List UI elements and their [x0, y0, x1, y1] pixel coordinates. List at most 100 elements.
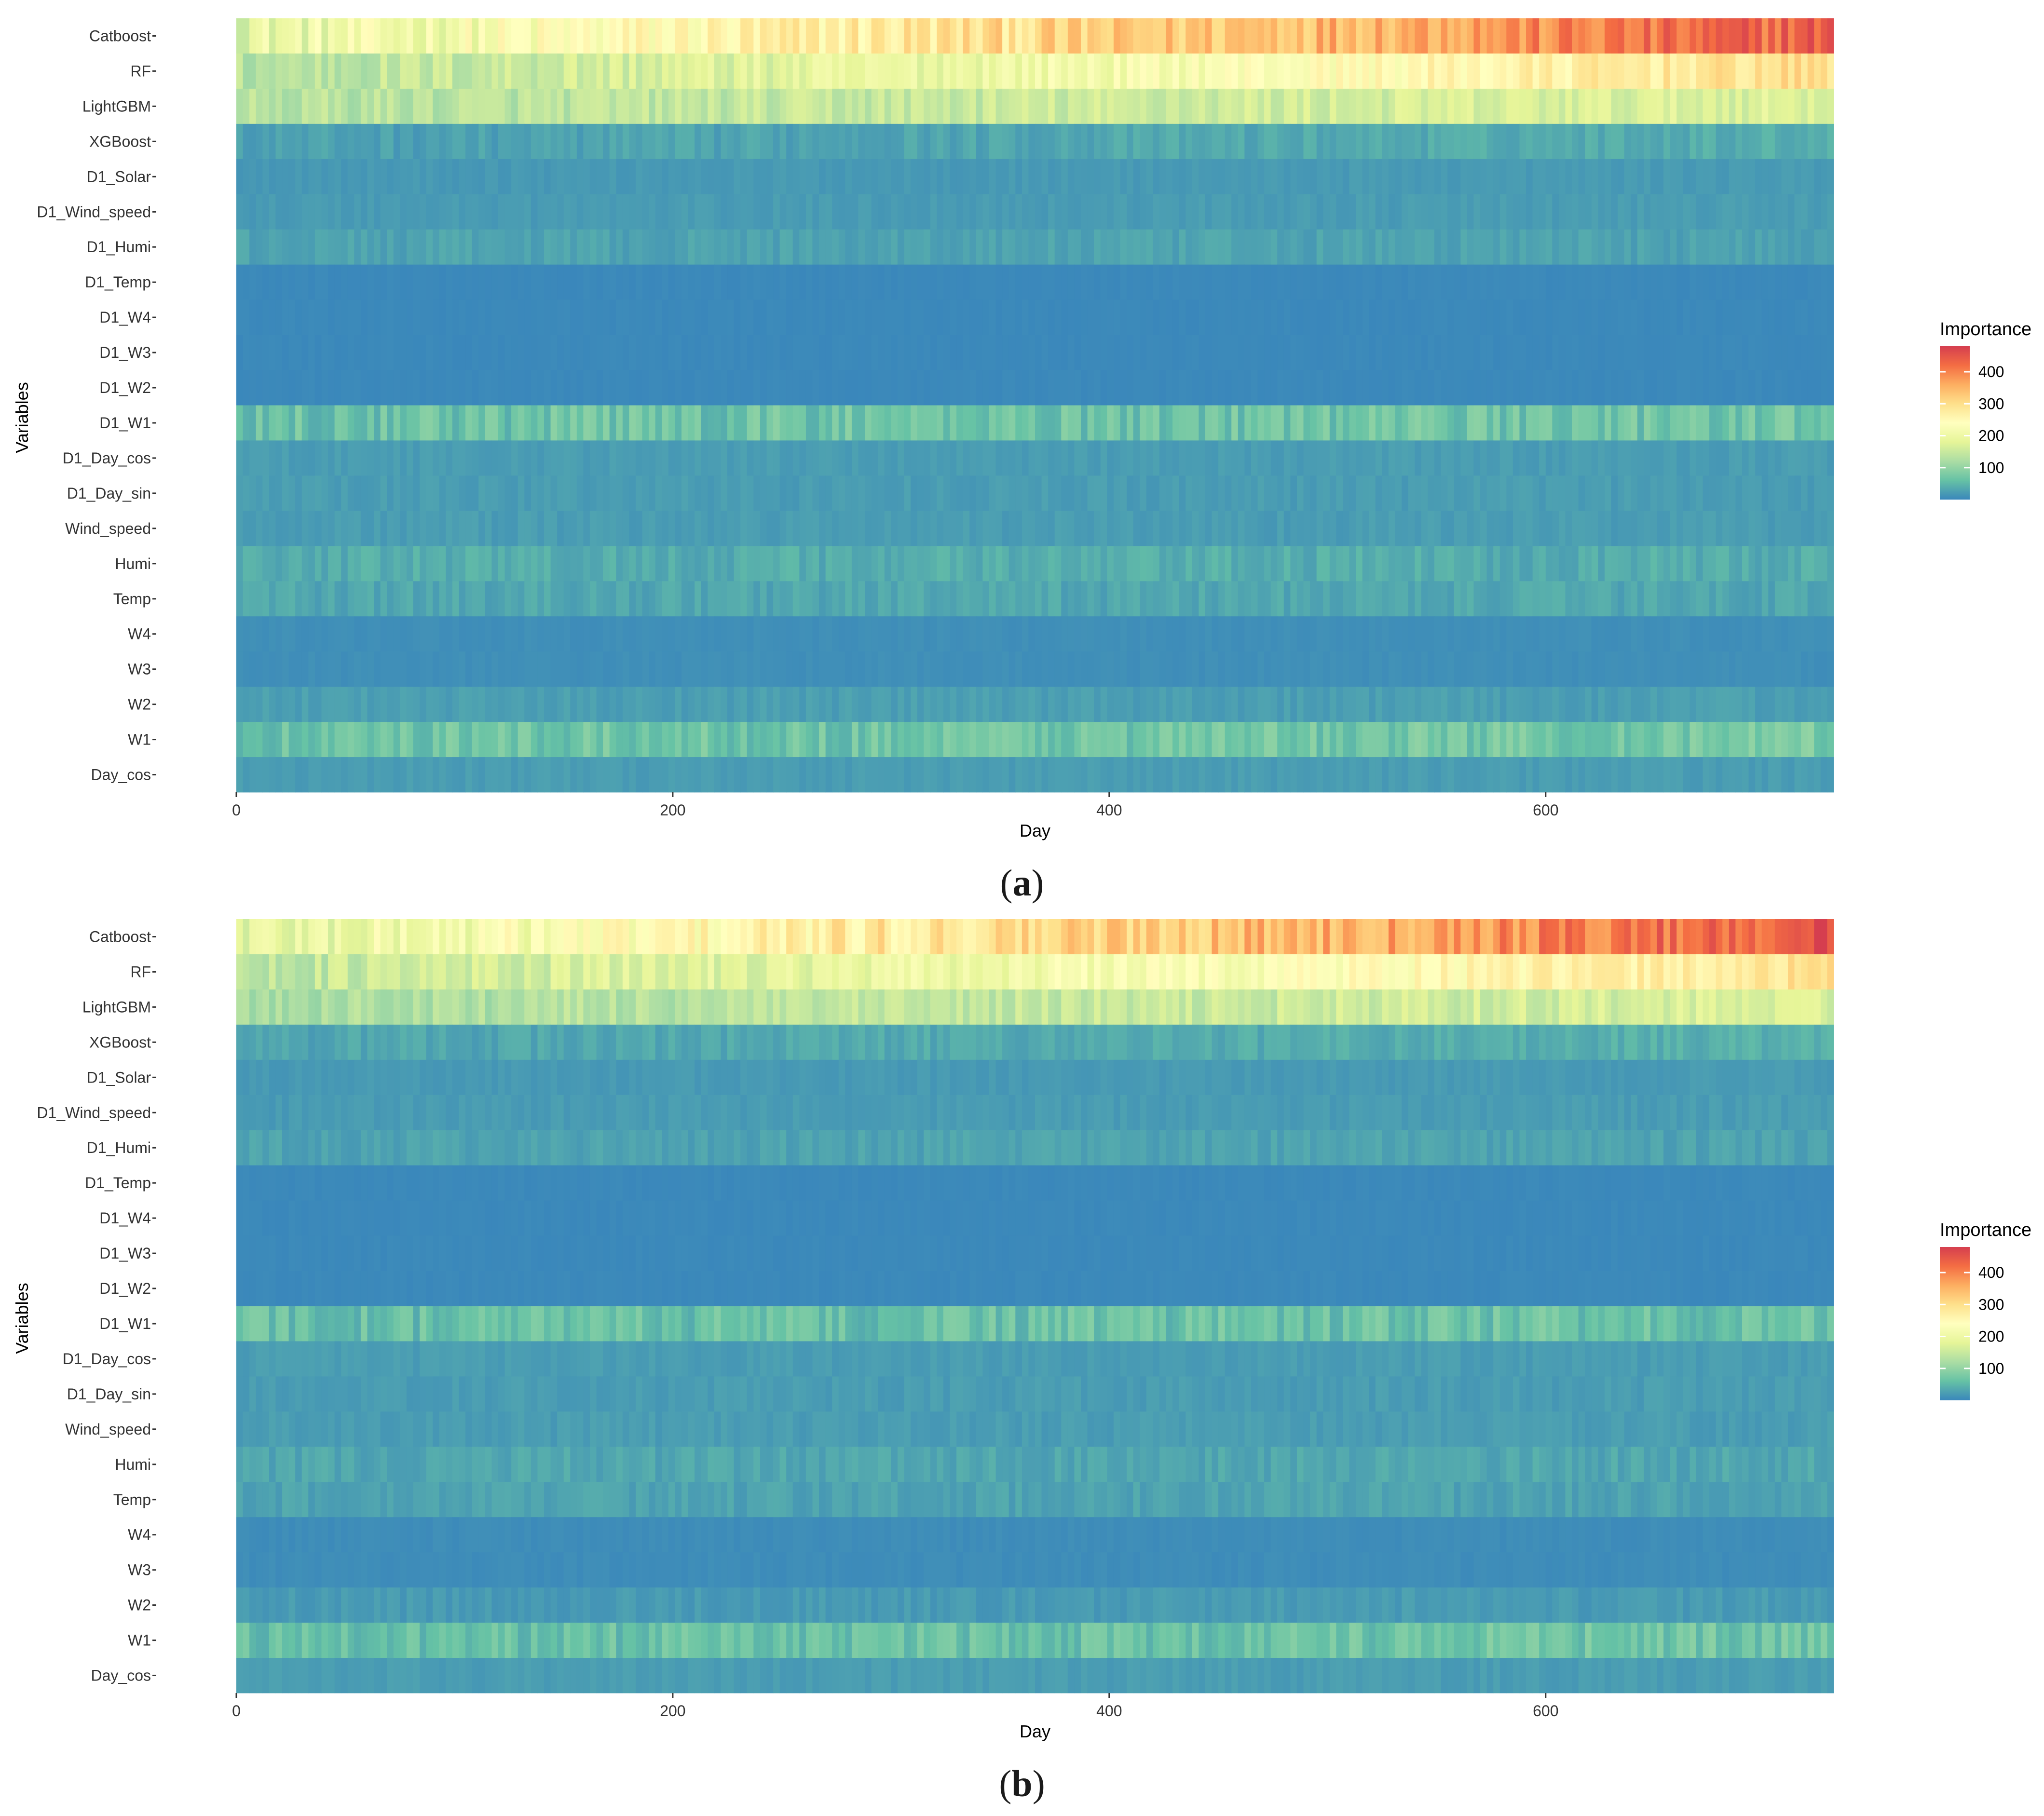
heatmap-cell — [1473, 299, 1481, 335]
heatmap-cell — [1618, 18, 1625, 54]
heatmap-cell — [452, 299, 460, 335]
heatmap-cell — [675, 651, 682, 687]
heatmap-cell — [531, 335, 538, 370]
heatmap-cell — [819, 335, 826, 370]
heatmap-cell — [1153, 194, 1160, 230]
heatmap-cell — [1709, 511, 1717, 546]
heatmap-cell — [256, 229, 263, 265]
heatmap-cell — [924, 53, 931, 89]
heatmap-cell — [851, 651, 859, 687]
heatmap-cell — [1742, 88, 1749, 124]
heatmap-cell — [1264, 687, 1271, 722]
heatmap-cell — [1454, 229, 1461, 265]
heatmap-cell — [1644, 159, 1651, 195]
heatmap-cell — [1565, 405, 1572, 441]
heatmap-cell — [917, 123, 924, 160]
heatmap-cell — [1100, 229, 1107, 265]
heatmap-cell — [1539, 651, 1546, 687]
heatmap-cell — [1787, 123, 1795, 160]
heatmap-cell — [911, 194, 918, 230]
heatmap-cell — [858, 53, 865, 89]
heatmap-cell — [544, 370, 551, 406]
heatmap-cell — [1199, 229, 1206, 265]
heatmap-cell — [1127, 440, 1134, 476]
heatmap-cell — [314, 616, 322, 652]
heatmap-cell — [249, 440, 257, 476]
heatmap-cell — [1100, 18, 1107, 54]
heatmap-cell — [1107, 475, 1114, 511]
heatmap-cell — [1402, 88, 1409, 124]
heatmap-cell — [1087, 370, 1094, 406]
heatmap-cell — [557, 123, 564, 160]
heatmap-cell — [779, 159, 787, 195]
heatmap-cell — [387, 475, 394, 511]
heatmap-cell — [426, 229, 433, 265]
heatmap-cell — [714, 475, 722, 511]
heatmap-cell — [1690, 440, 1697, 476]
heatmap-cell — [642, 159, 649, 195]
heatmap-cell — [1434, 616, 1442, 652]
heatmap-cell — [1585, 511, 1592, 546]
heatmap-cell — [288, 88, 296, 124]
heatmap-cell — [406, 581, 414, 617]
heatmap-cell — [518, 722, 525, 758]
heatmap-cell — [1624, 370, 1631, 406]
heatmap-cell — [269, 687, 276, 722]
heatmap-cell — [531, 18, 538, 54]
heatmap-cell — [1094, 264, 1101, 300]
heatmap-cell — [1369, 264, 1376, 300]
heatmap-cell — [884, 616, 891, 652]
heatmap-cell — [1447, 687, 1455, 722]
heatmap-cell — [491, 229, 499, 265]
heatmap-cell — [649, 299, 656, 335]
heatmap-cell — [269, 229, 276, 265]
heatmap-cell — [360, 722, 368, 758]
heatmap-cell — [766, 299, 774, 335]
heatmap-cell — [433, 264, 440, 300]
heatmap-cell — [1709, 335, 1717, 370]
heatmap-cell — [838, 475, 845, 511]
heatmap-cell — [1140, 687, 1147, 722]
heatmap-cell — [570, 88, 577, 124]
heatmap-cell — [1768, 440, 1775, 476]
heatmap-cell — [734, 159, 741, 195]
heatmap-cell — [832, 722, 839, 758]
heatmap-cell — [1067, 440, 1075, 476]
heatmap-cell — [695, 546, 702, 582]
heatmap-cell — [1827, 475, 1834, 511]
heatmap-cell — [1676, 299, 1684, 335]
heatmap-cell — [308, 722, 315, 758]
heatmap-cell — [1454, 440, 1461, 476]
heatmap-cell — [675, 18, 682, 54]
heatmap-cell — [347, 651, 354, 687]
heatmap-cell — [1277, 687, 1284, 722]
heatmap-row-d1-solar — [236, 159, 1834, 195]
heatmap-cell — [1539, 546, 1546, 582]
heatmap-cell — [1644, 53, 1651, 89]
heatmap-cell — [1827, 616, 1834, 652]
heatmap-cell — [1283, 511, 1291, 546]
heatmap-cell — [1513, 511, 1520, 546]
heatmap-cell — [1153, 546, 1160, 582]
heatmap-cell — [544, 475, 551, 511]
heatmap-cell — [518, 370, 525, 406]
heatmap-cell — [518, 229, 525, 265]
heatmap-cell — [1644, 651, 1651, 687]
heatmap-cell — [282, 88, 289, 124]
heatmap-cell — [1061, 229, 1068, 265]
heatmap-cell — [1107, 370, 1114, 406]
heatmap-cell — [1094, 511, 1101, 546]
heatmap-cell — [380, 370, 387, 406]
heatmap-cell — [583, 546, 590, 582]
heatmap-row-d1-w1 — [236, 405, 1834, 441]
heatmap-cell — [1212, 264, 1219, 300]
heatmap-cell — [1611, 194, 1618, 230]
heatmap-cell — [314, 511, 322, 546]
heatmap-cell — [1787, 581, 1795, 617]
heatmap-cell — [1428, 299, 1435, 335]
heatmap-cell — [989, 264, 996, 300]
heatmap-cell — [1552, 123, 1559, 160]
heatmap-cell — [288, 687, 296, 722]
heatmap-cell — [583, 651, 590, 687]
heatmap-cell — [963, 123, 970, 160]
